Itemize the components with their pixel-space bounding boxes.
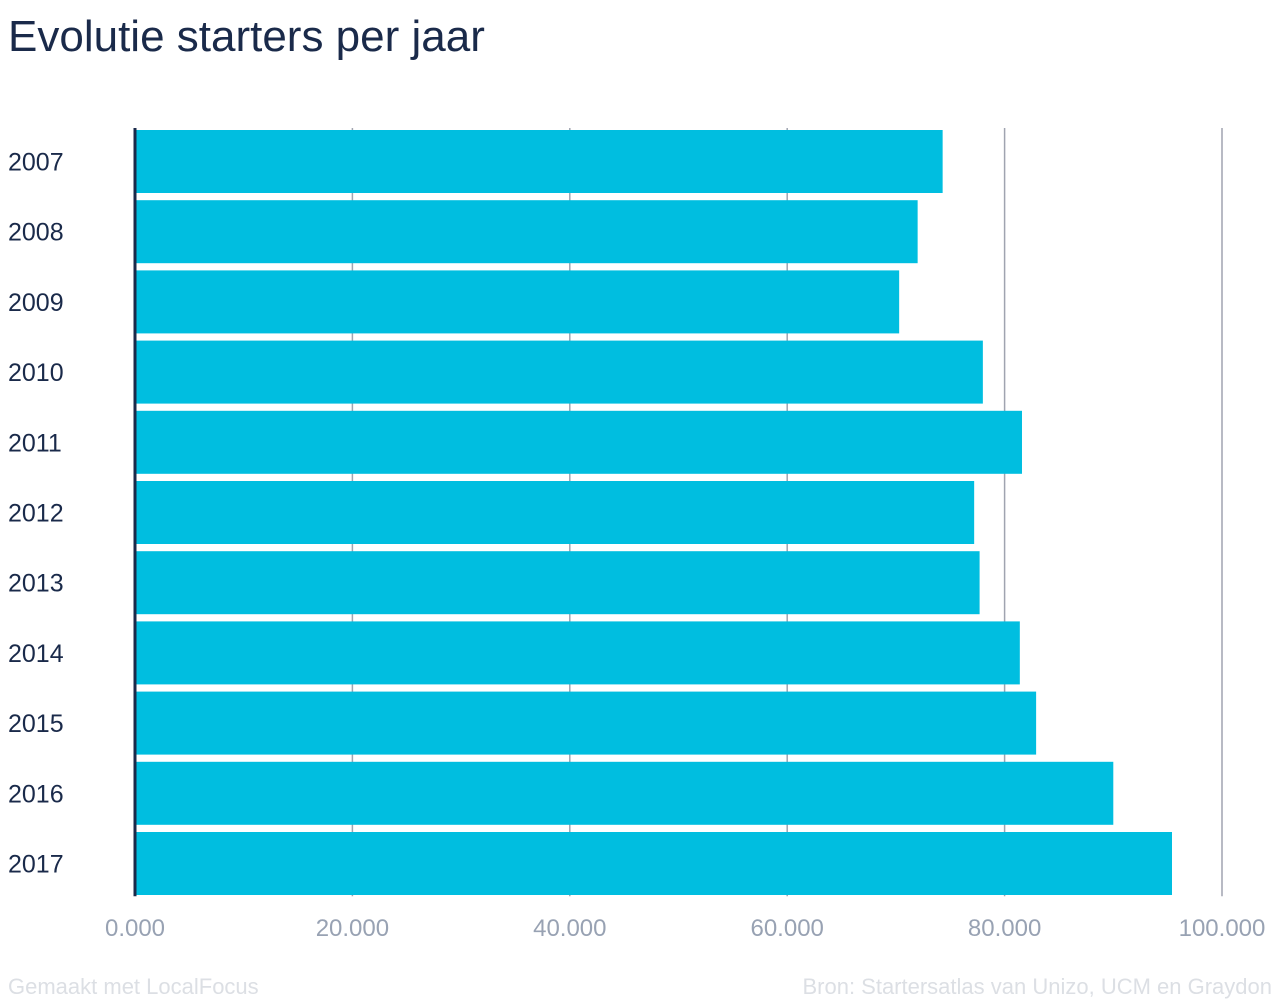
y-tick-label: 2017 <box>8 851 64 879</box>
bar-2012 <box>135 481 975 544</box>
x-tick-label: 60.000 <box>750 915 823 942</box>
bar-2017 <box>135 832 1172 895</box>
y-tick-label: 2010 <box>8 359 64 387</box>
y-tick-label: 2015 <box>8 710 64 738</box>
bar-2016 <box>135 761 1114 825</box>
y-tick-label: 2014 <box>8 640 64 668</box>
bar-2009 <box>135 270 900 334</box>
y-tick-label: 2008 <box>8 219 64 247</box>
bar-2013 <box>135 551 980 615</box>
y-tick-label: 2009 <box>8 289 64 317</box>
bar-2008 <box>135 200 918 264</box>
bar-2007 <box>135 130 943 193</box>
bar-2011 <box>135 410 1022 474</box>
y-tick-label: 2013 <box>8 570 64 598</box>
footer-credit: Gemaakt met LocalFocus <box>8 974 259 999</box>
x-tick-label: 80.000 <box>968 915 1041 942</box>
y-tick-label: 2007 <box>8 149 64 177</box>
footer-source: Bron: Startersatlas van Unizo, UCM en Gr… <box>802 974 1272 999</box>
x-tick-label: 20.000 <box>316 915 389 942</box>
chart-title: Evolutie starters per jaar <box>8 12 485 61</box>
bar-2015 <box>135 691 1037 755</box>
y-tick-label: 2012 <box>8 500 64 528</box>
x-tick-label: 0.000 <box>105 915 165 942</box>
x-tick-label: 100.000 <box>1179 915 1266 942</box>
x-tick-label: 40.000 <box>533 915 606 942</box>
bar-2014 <box>135 621 1020 685</box>
bar-2010 <box>135 340 983 404</box>
y-tick-label: 2016 <box>8 780 64 808</box>
bar-chart: 0.000 20.000 40.000 60.000 80.000 100.000 2007… <box>8 128 1266 942</box>
y-tick-label: 2011 <box>8 429 62 457</box>
